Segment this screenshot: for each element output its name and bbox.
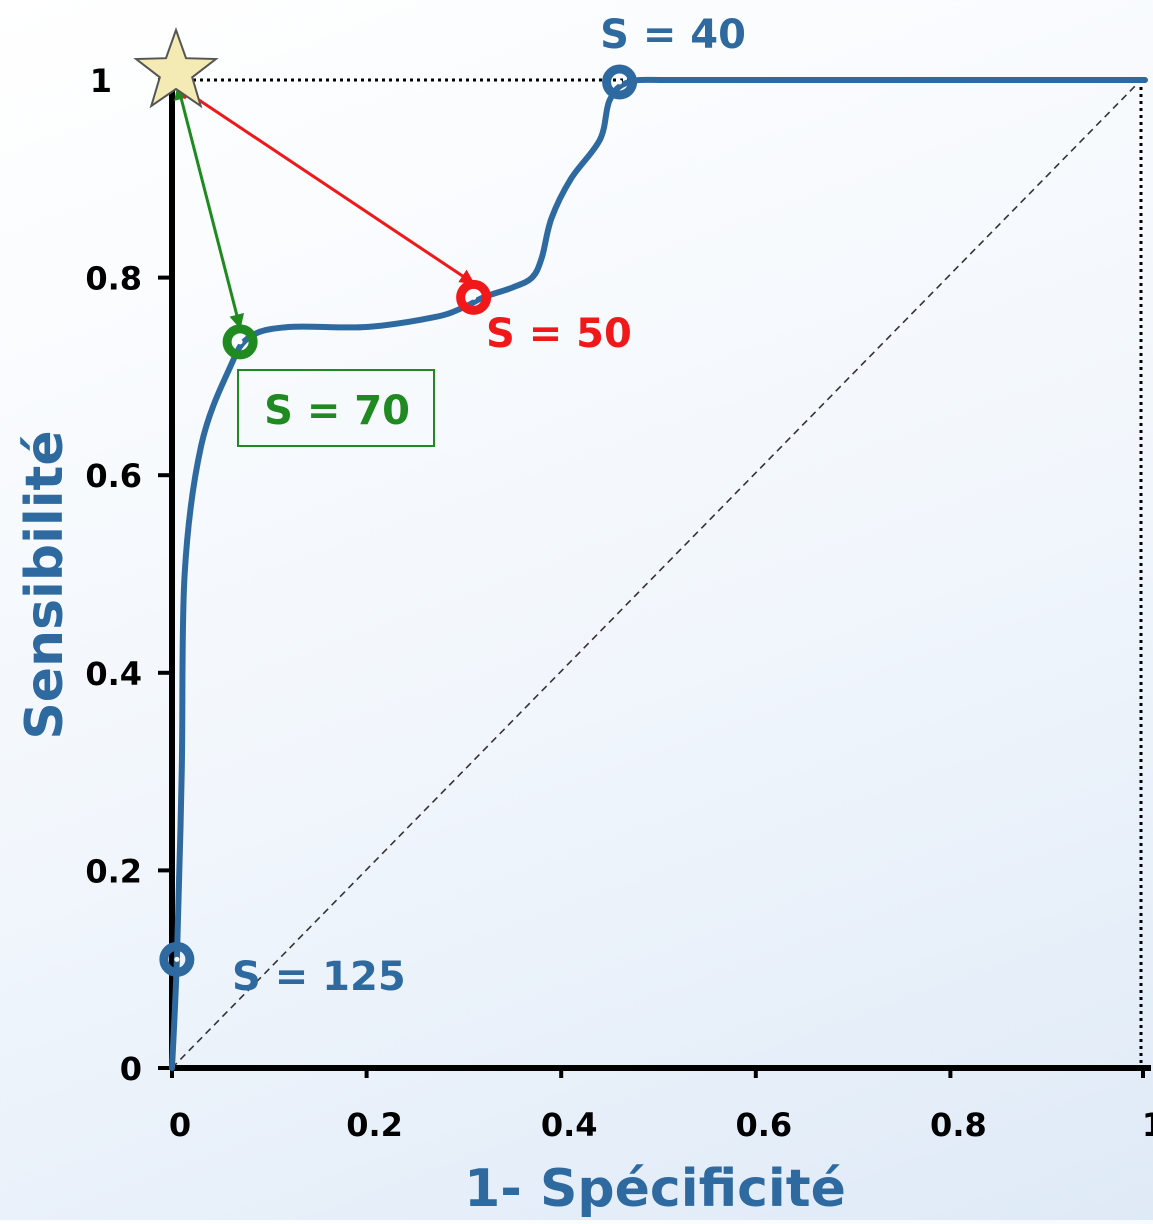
threshold-label: S = 40 [600, 12, 746, 58]
x-tick-label: 0.6 [735, 1106, 792, 1144]
y-tick-label: 0.4 [85, 655, 142, 693]
x-tick-label: 0 [169, 1106, 191, 1144]
threshold-label: S = 70 [264, 388, 410, 434]
threshold-marker [602, 64, 638, 100]
y-tick-label: 1 [90, 62, 112, 100]
threshold-marker-center [237, 339, 243, 345]
threshold-label: S = 50 [486, 311, 632, 357]
threshold-marker-center [617, 79, 623, 85]
threshold-marker-center [174, 956, 180, 962]
ideal-point-star [133, 27, 219, 109]
x-axis-title: 1- Spécificité [464, 1159, 846, 1219]
y-tick-label: 0.8 [85, 260, 142, 298]
x-tick-label: 0.8 [930, 1106, 987, 1144]
y-tick-label: 0 [120, 1050, 142, 1088]
x-tick-label: 1 [1142, 1106, 1153, 1144]
reference-diagonal [171, 79, 1142, 1069]
arrow-red [176, 84, 475, 285]
y-axis-title: Sensibilité [15, 430, 75, 739]
y-tick-label: 0.2 [85, 852, 142, 890]
threshold-marker [222, 324, 258, 360]
threshold-marker [456, 279, 492, 315]
x-tick-label: 0.4 [541, 1106, 598, 1144]
threshold-marker [159, 941, 195, 977]
y-tick-label: 0.6 [85, 457, 142, 495]
threshold-marker-center [471, 294, 477, 300]
x-tick-label: 0.2 [346, 1106, 403, 1144]
threshold-label-box [237, 369, 435, 447]
threshold-label: S = 125 [232, 954, 406, 1000]
